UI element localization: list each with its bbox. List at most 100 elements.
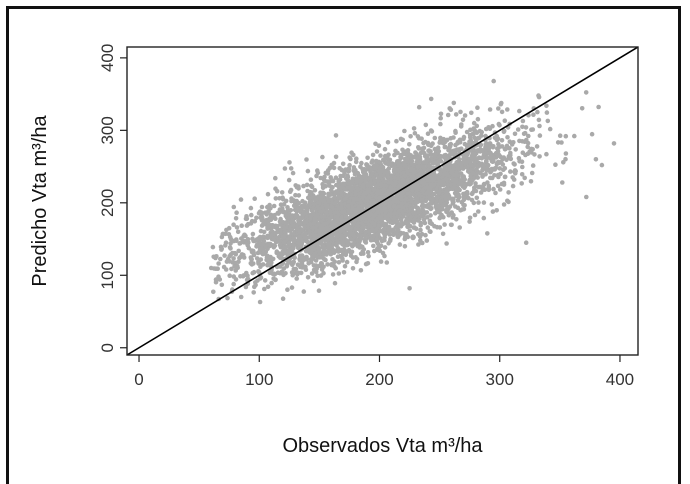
data-point (226, 225, 232, 231)
data-point (593, 157, 599, 162)
data-point (289, 196, 294, 201)
data-point (416, 191, 421, 197)
data-point (264, 212, 270, 217)
data-point (497, 166, 503, 171)
data-point (281, 240, 287, 245)
data-point (467, 219, 472, 224)
data-point (428, 96, 434, 102)
data-point (289, 285, 295, 290)
data-point (221, 264, 227, 270)
data-point (294, 212, 299, 217)
data-point (523, 125, 529, 130)
data-point (332, 280, 338, 286)
data-point (444, 137, 450, 143)
data-point (385, 173, 391, 178)
data-point (572, 133, 577, 139)
data-point (287, 160, 292, 165)
data-point (318, 254, 323, 260)
data-point (505, 107, 510, 112)
data-point (417, 234, 423, 239)
data-point (330, 178, 336, 184)
data-point (225, 295, 230, 301)
data-point (492, 135, 498, 141)
data-point (445, 210, 450, 215)
data-point (208, 265, 214, 271)
y-axis: 0 100 200 300 400 (98, 44, 127, 352)
data-point (430, 178, 435, 184)
data-point (280, 251, 286, 257)
data-point (452, 148, 458, 153)
data-point (410, 235, 416, 241)
data-point (544, 151, 549, 157)
data-point (441, 178, 446, 184)
data-point (308, 250, 313, 255)
data-point (596, 104, 601, 110)
data-point (531, 112, 536, 117)
data-point (400, 147, 405, 153)
data-point (355, 223, 361, 229)
data-point (502, 174, 508, 180)
data-point (425, 189, 431, 194)
data-point (311, 278, 317, 284)
data-point (366, 253, 371, 259)
data-point (287, 234, 293, 240)
data-point (381, 187, 387, 192)
data-point (281, 202, 287, 207)
data-point (453, 130, 458, 135)
data-point (527, 149, 533, 154)
data-point (374, 149, 380, 154)
data-point (235, 229, 241, 235)
data-point (318, 227, 324, 232)
data-point (461, 174, 467, 179)
data-point (348, 236, 354, 242)
data-point (292, 255, 298, 260)
data-point (342, 263, 348, 269)
data-point (255, 236, 261, 242)
data-point (370, 228, 376, 234)
data-point (431, 182, 437, 188)
data-point (330, 257, 335, 262)
data-point (395, 224, 400, 229)
data-point (416, 208, 422, 214)
data-point (342, 201, 348, 207)
y-axis-title: Predicho Vta m³/ha (29, 115, 51, 287)
data-point (318, 273, 324, 278)
data-point (258, 275, 264, 280)
data-point (535, 109, 540, 115)
data-point (561, 160, 566, 165)
data-point (233, 268, 238, 273)
data-point (237, 254, 243, 260)
data-point (405, 224, 410, 230)
data-point (403, 149, 409, 154)
data-point (476, 200, 481, 205)
data-point (430, 160, 436, 166)
data-point (471, 120, 477, 126)
x-tick-label: 400 (606, 370, 634, 389)
data-point (454, 159, 460, 165)
data-point (469, 197, 475, 203)
data-point (418, 150, 424, 156)
data-point (282, 225, 288, 230)
data-point (433, 211, 438, 216)
data-point (324, 225, 330, 231)
data-point (248, 205, 254, 211)
data-point (367, 165, 373, 170)
data-point (268, 212, 274, 218)
data-point (508, 150, 513, 156)
data-point (343, 214, 349, 219)
data-point (316, 288, 322, 294)
data-point (262, 286, 267, 292)
data-point (376, 143, 382, 148)
data-point (486, 187, 492, 193)
data-point (485, 163, 490, 168)
data-point (461, 191, 466, 197)
data-point (421, 182, 427, 187)
data-point (452, 163, 457, 168)
data-point (501, 202, 507, 207)
data-point (402, 163, 408, 169)
data-point (345, 204, 351, 209)
data-point (476, 155, 482, 160)
data-point (348, 188, 354, 194)
data-point (412, 131, 418, 136)
data-point (440, 231, 446, 237)
